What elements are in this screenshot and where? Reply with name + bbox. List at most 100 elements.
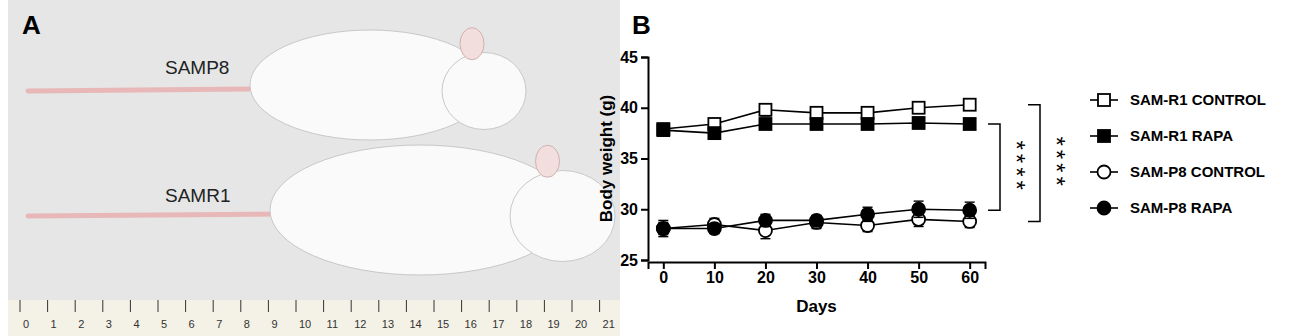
x-tick: 10 (706, 262, 724, 286)
y-axis: 25 30 35 40 45 (620, 49, 648, 269)
error-bar-cap (760, 238, 770, 239)
ruler-label: 2 (78, 318, 84, 330)
x-tick-mark (663, 262, 665, 269)
photo-cloth (8, 0, 620, 300)
x-tick-label: 60 (961, 269, 979, 286)
data-point (964, 99, 976, 111)
ruler-label: 15 (437, 318, 449, 330)
error-bar-cap (914, 217, 924, 218)
photo-background (8, 0, 620, 336)
y-tick: 25 (620, 252, 648, 269)
y-tick-mark (641, 260, 648, 262)
x-axis: 0 10 20 30 40 50 60 (649, 262, 986, 286)
y-tick-mark (641, 209, 648, 211)
ruler-tick (213, 300, 214, 312)
ruler-label: 1 (51, 318, 57, 330)
x-tick-label: 50 (910, 269, 928, 286)
legend-item: SAM-R1 RAPA (1090, 127, 1233, 144)
legend-label: SAM-P8 RAPA (1130, 199, 1232, 216)
ruler-tick (323, 300, 324, 312)
chart-panel: B01020304050602530354045DaysBody weight … (597, 10, 1070, 316)
ruler-tick (130, 300, 131, 312)
ruler-label: 13 (382, 318, 394, 330)
plot-area (657, 99, 976, 239)
ruler-label: 16 (465, 318, 477, 330)
y-tick-label: 25 (620, 252, 638, 269)
significance-label: **** (1043, 136, 1070, 189)
ruler-label: 3 (106, 318, 112, 330)
data-point (913, 102, 925, 114)
data-point (862, 107, 874, 119)
ruler (8, 300, 620, 336)
x-tick-mark (918, 262, 920, 269)
error-bar-cap (965, 218, 975, 219)
x-tick: 0 (659, 262, 668, 286)
ruler-tick (75, 300, 76, 312)
legend-item: SAM-P8 CONTROL (1090, 163, 1265, 180)
y-tick: 35 (620, 150, 648, 167)
data-point (811, 118, 823, 130)
series (657, 117, 975, 139)
series (657, 99, 975, 135)
error-bar-cap (658, 236, 668, 237)
x-axis-line (649, 263, 986, 270)
legend-label: SAM-R1 CONTROL (1130, 91, 1266, 108)
photo-panel: ASAMP8SAMR101234567891011121314151617181… (8, 0, 620, 336)
data-point (759, 118, 771, 130)
data-point (657, 124, 669, 136)
ruler-tick (572, 300, 573, 312)
data-point (708, 127, 720, 139)
x-tick: 20 (757, 262, 775, 286)
error-bar (863, 108, 873, 118)
x-tick-label: 20 (757, 269, 775, 286)
ruler-tick (351, 300, 352, 312)
x-tick-label: 30 (808, 269, 826, 286)
ruler-label: 9 (271, 318, 277, 330)
data-point (759, 214, 772, 227)
ruler-label: 4 (133, 318, 139, 330)
legend-marker (1098, 130, 1110, 142)
ruler-label: 10 (299, 318, 311, 330)
legend: SAM-R1 CONTROL SAM-R1 RAPA SAM-P8 CONTROL S… (1090, 91, 1266, 216)
data-point (912, 203, 925, 216)
error-bar (812, 108, 822, 118)
error-bar-cap (965, 201, 975, 202)
y-tick: 45 (620, 49, 648, 66)
data-point (963, 204, 976, 217)
error-bar-cap (658, 220, 668, 221)
ruler-tick (296, 300, 297, 312)
ruler-label: 11 (327, 318, 338, 330)
legend-item: SAM-R1 CONTROL (1090, 91, 1266, 108)
x-tick: 40 (859, 262, 877, 286)
ruler-tick (434, 300, 435, 312)
mouse-tail (28, 89, 250, 91)
y-axis-title: Body weight (g) (597, 95, 616, 222)
mouse-bottom (28, 145, 615, 275)
y-tick-label: 45 (620, 49, 638, 66)
ruler-label: 20 (575, 318, 587, 330)
significance-label: **** (1003, 140, 1030, 193)
legend-label: SAM-R1 RAPA (1130, 127, 1233, 144)
error-bar (760, 104, 770, 116)
y-axis-line (641, 58, 649, 261)
ruler-tick (544, 300, 545, 312)
ruler-label: 21 (603, 318, 615, 330)
ruler-tick (158, 300, 159, 312)
y-tick-mark (641, 107, 648, 109)
x-tick-mark (765, 262, 767, 269)
data-point (964, 118, 976, 130)
series (657, 212, 976, 238)
x-tick: 50 (910, 262, 928, 286)
photo-label: SAMP8 (165, 57, 229, 78)
y-tick-mark (641, 158, 648, 160)
significance-bracket: **** (1028, 105, 1070, 222)
ruler-tick (185, 300, 186, 312)
x-tick-mark (714, 262, 716, 269)
bracket-line (1028, 105, 1040, 222)
ruler-label: 14 (409, 318, 421, 330)
ruler-label: 7 (216, 318, 222, 330)
y-tick: 40 (620, 99, 648, 116)
y-tick: 30 (620, 201, 648, 218)
mouse-top (28, 28, 526, 140)
data-point (657, 222, 670, 235)
